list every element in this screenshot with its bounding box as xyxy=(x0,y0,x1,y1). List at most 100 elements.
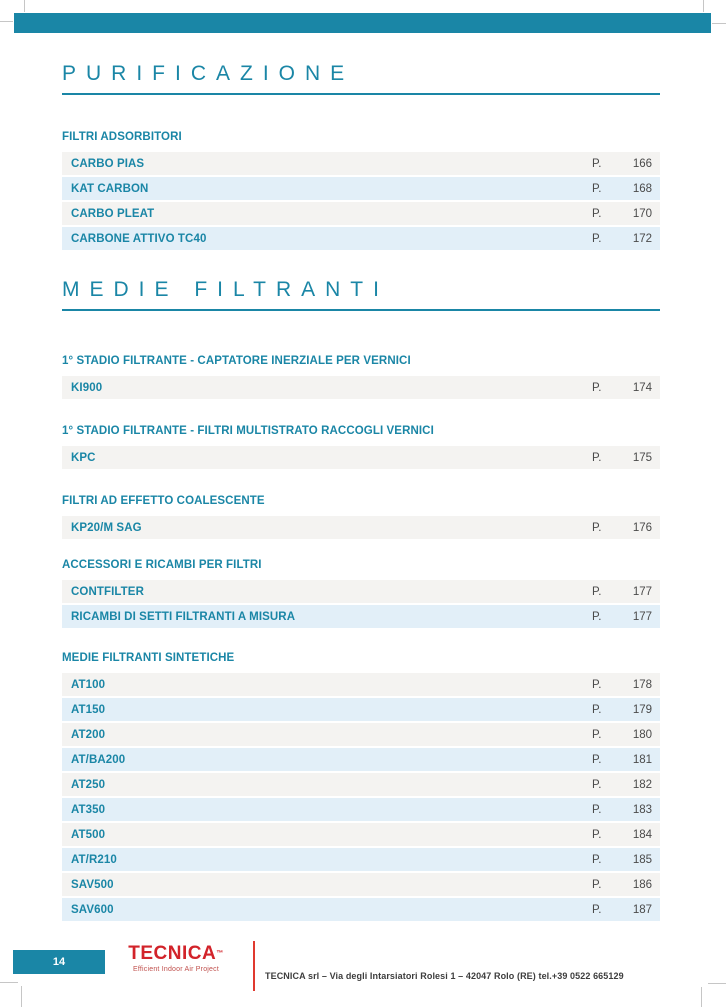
page-number-value: 174 xyxy=(632,381,652,394)
chapter-title-purificazione: PURIFICAZIONE xyxy=(62,62,660,95)
trademark-symbol: ™ xyxy=(216,950,224,957)
group-captatore-inerziale: 1° STADIO FILTRANTE - CAPTATORE INERZIAL… xyxy=(62,355,660,399)
group-heading: MEDIE FILTRANTI SINTETICHE xyxy=(62,652,235,664)
crop-mark-top-right-vertical xyxy=(703,0,704,12)
table-row[interactable]: KAT CARBON P. 168 xyxy=(62,177,660,200)
product-link[interactable]: RICAMBI DI SETTI FILTRANTI A MISURA xyxy=(71,610,296,623)
page-prefix-label: P. xyxy=(592,778,602,791)
page-number-value: 172 xyxy=(632,232,652,245)
page-prefix-label: P. xyxy=(592,521,602,534)
logo-text: TECNICA xyxy=(128,943,217,964)
table-row[interactable]: SAV600 P. 187 xyxy=(62,898,660,921)
page-prefix-label: P. xyxy=(592,381,602,394)
product-link[interactable]: AT/R210 xyxy=(71,853,117,866)
product-link[interactable]: AT200 xyxy=(71,728,106,741)
page-number-value: 183 xyxy=(632,803,652,816)
product-link[interactable]: CARBO PLEAT xyxy=(71,207,155,220)
table-row[interactable]: AT/BA200 P. 181 xyxy=(62,748,660,771)
table-row[interactable]: AT100 P. 178 xyxy=(62,673,660,696)
table-row[interactable]: KPC P. 175 xyxy=(62,446,660,469)
page-prefix-label: P. xyxy=(592,753,602,766)
product-link[interactable]: AT350 xyxy=(71,803,106,816)
table-row[interactable]: KP20/M SAG P. 176 xyxy=(62,516,660,539)
group-coalescente: FILTRI AD EFFETTO COALESCENTE KP20/M SAG… xyxy=(62,495,660,539)
group-accessori-ricambi: ACCESSORI E RICAMBI PER FILTRI CONTFILTE… xyxy=(62,559,660,628)
page-number-text: 14 xyxy=(52,956,66,968)
toc-table: KI900 P. 174 xyxy=(62,376,660,399)
crop-mark-bottom-left-vertical xyxy=(21,986,22,1007)
page-prefix-label: P. xyxy=(592,853,602,866)
group-medie-filtranti-sintetiche: MEDIE FILTRANTI SINTETICHE AT100 P. 178 … xyxy=(62,652,660,921)
page-prefix-label: P. xyxy=(592,610,602,623)
table-row[interactable]: SAV500 P. 186 xyxy=(62,873,660,896)
page-number-value: 185 xyxy=(632,853,652,866)
page-number-value: 168 xyxy=(632,182,652,195)
tecnica-logo: TECNICA™ Efficient Indoor Air Project xyxy=(120,943,232,974)
toc-table: CARBO PIAS P. 166 KAT CARBON P. 168 CARB… xyxy=(62,152,660,250)
page-prefix-label: P. xyxy=(592,157,602,170)
product-link[interactable]: KP20/M SAG xyxy=(71,521,142,534)
page-number-value: 176 xyxy=(632,521,652,534)
crop-mark-bottom-right-horizontal xyxy=(708,983,726,984)
crop-mark-top-left-vertical xyxy=(24,0,25,12)
page-number-value: 166 xyxy=(632,157,652,170)
page-number-value: 170 xyxy=(632,207,652,220)
logo-tagline: Efficient Indoor Air Project xyxy=(132,966,219,973)
page-number-value: 178 xyxy=(632,678,652,691)
table-row[interactable]: AT250 P. 182 xyxy=(62,773,660,796)
page-number-value: 180 xyxy=(632,728,652,741)
page-prefix-label: P. xyxy=(592,703,602,716)
group-filtri-adsorbitori: FILTRI ADSORBITORI CARBO PIAS P. 166 KAT… xyxy=(62,131,660,250)
table-of-contents: PURIFICAZIONE FILTRI ADSORBITORI CARBO P… xyxy=(62,0,660,923)
chapter-title-medie-filtranti: MEDIE FILTRANTI xyxy=(62,278,660,311)
page-prefix-label: P. xyxy=(592,903,602,916)
page-prefix-label: P. xyxy=(592,207,602,220)
product-link[interactable]: CONTFILTER xyxy=(71,585,144,598)
crop-mark-top-right-horizontal xyxy=(712,23,726,24)
page-prefix-label: P. xyxy=(592,585,602,598)
group-heading: FILTRI ADSORBITORI xyxy=(62,131,182,143)
product-link[interactable]: AT/BA200 xyxy=(71,753,126,766)
page-prefix-label: P. xyxy=(592,678,602,691)
page-prefix-label: P. xyxy=(592,803,602,816)
table-row[interactable]: AT350 P. 183 xyxy=(62,798,660,821)
product-link[interactable]: CARBO PIAS xyxy=(71,157,145,170)
company-address: TECNICA srl – Via degli Intarsiatori Rol… xyxy=(265,946,693,1007)
product-link[interactable]: CARBONE ATTIVO TC40 xyxy=(71,232,207,245)
table-row[interactable]: CARBO PIAS P. 166 xyxy=(62,152,660,175)
product-link[interactable]: AT500 xyxy=(71,828,106,841)
group-heading: FILTRI AD EFFETTO COALESCENTE xyxy=(62,495,265,507)
table-row[interactable]: AT200 P. 180 xyxy=(62,723,660,746)
page-number-value: 175 xyxy=(632,451,652,464)
table-row[interactable]: AT/R210 P. 185 xyxy=(62,848,660,871)
toc-table: KP20/M SAG P. 176 xyxy=(62,516,660,539)
product-link[interactable]: KAT CARBON xyxy=(71,182,149,195)
page-number-badge: 14 xyxy=(13,950,105,974)
product-link[interactable]: KI900 xyxy=(71,381,103,394)
product-link[interactable]: AT250 xyxy=(71,778,106,791)
product-link[interactable]: AT100 xyxy=(71,678,106,691)
product-link[interactable]: AT150 xyxy=(71,703,106,716)
product-link[interactable]: KPC xyxy=(71,451,96,464)
table-row[interactable]: AT500 P. 184 xyxy=(62,823,660,846)
table-row[interactable]: AT150 P. 179 xyxy=(62,698,660,721)
table-row[interactable]: KI900 P. 174 xyxy=(62,376,660,399)
page-prefix-label: P. xyxy=(592,878,602,891)
page-number-value: 177 xyxy=(632,585,652,598)
table-row[interactable]: CONTFILTER P. 177 xyxy=(62,580,660,603)
product-link[interactable]: SAV500 xyxy=(71,878,114,891)
table-row[interactable]: CARBO PLEAT P. 170 xyxy=(62,202,660,225)
page-number-value: 187 xyxy=(632,903,652,916)
page-prefix-label: P. xyxy=(592,828,602,841)
table-row[interactable]: RICAMBI DI SETTI FILTRANTI A MISURA P. 1… xyxy=(62,605,660,628)
page-number-value: 177 xyxy=(632,610,652,623)
crop-mark-top-left-horizontal xyxy=(0,21,13,22)
group-heading: 1° STADIO FILTRANTE - FILTRI MULTISTRATO… xyxy=(62,425,434,437)
footer-divider xyxy=(253,941,255,991)
product-link[interactable]: SAV600 xyxy=(71,903,114,916)
toc-table: CONTFILTER P. 177 RICAMBI DI SETTI FILTR… xyxy=(62,580,660,628)
table-row[interactable]: CARBONE ATTIVO TC40 P. 172 xyxy=(62,227,660,250)
page-prefix-label: P. xyxy=(592,451,602,464)
page-number-value: 184 xyxy=(632,828,652,841)
